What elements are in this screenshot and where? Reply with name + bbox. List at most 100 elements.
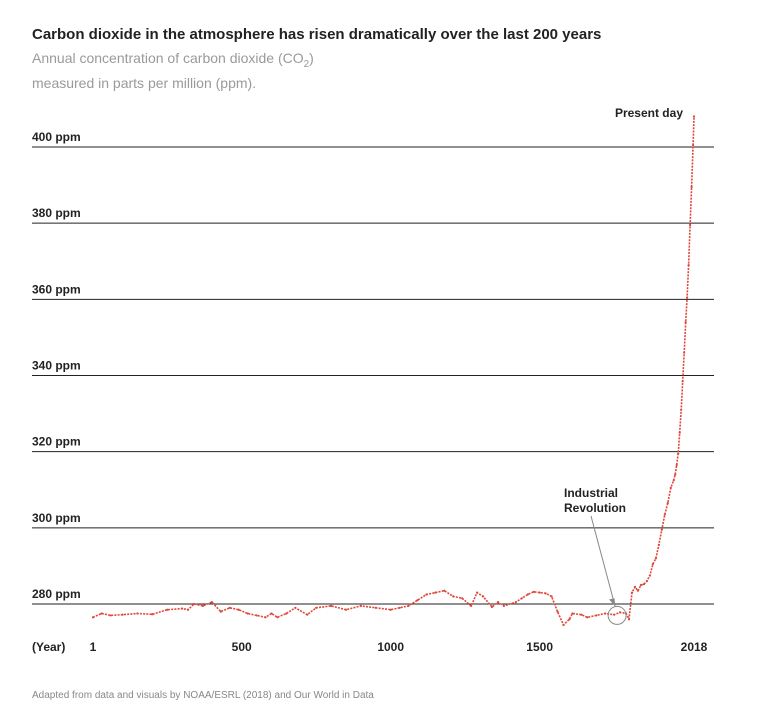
x-tick-label-2018: 2018 [681,640,708,654]
data-point [496,600,500,604]
x-axis-label: (Year) [32,640,65,654]
data-point [425,593,428,596]
data-point [151,613,154,616]
data-point [619,611,622,614]
data-point [186,608,190,611]
subtitle-line2: measured in parts per million (ppm). [32,74,257,91]
data-point [678,431,681,434]
data-point [645,580,649,583]
co2-series [91,115,696,627]
data-point [407,604,410,608]
data-point [180,607,184,610]
data-point [470,604,473,608]
data-point [642,583,646,586]
data-point [100,612,103,615]
x-tick-labels: (Year) 1 500 1000 1500 2018 [32,640,708,654]
data-point [210,600,213,604]
x-tick-label-1: 1 [90,640,97,654]
data-point [490,605,494,609]
data-point [633,585,637,588]
data-point [568,618,571,621]
y-tick-labels: 280 ppm 300 ppm 320 ppm 340 ppm 360 ppm 380 p… [32,130,81,601]
source-note: Adapted from data and visuals by NOAA/ES… [32,690,374,701]
data-point [680,408,683,411]
data-point [686,296,689,299]
data-point [481,595,485,598]
data-point [669,486,672,489]
data-point [532,590,535,593]
data-point [571,612,574,615]
data-point [452,595,455,598]
data-point [654,557,657,560]
industrial-revolution-marker [607,605,627,625]
data-point [285,612,288,615]
data-point [595,614,598,617]
data-point [315,606,318,609]
grid-lines [32,146,714,605]
data-point [586,616,589,619]
chart-title: Carbon dioxide in the atmosphere has ris… [32,26,602,43]
data-point [255,614,258,617]
data-point [237,608,240,611]
data-point [660,528,663,531]
annotation-industrial-revolution-2: Revolution [564,501,626,515]
data-point [276,616,279,619]
data-point [681,380,684,383]
data-point [246,612,249,615]
data-point [306,613,309,616]
data-point [689,223,692,227]
y-tick-label-380: 380 ppm [32,206,81,220]
data-point [109,614,112,617]
data-point [690,185,693,189]
data-point [359,604,362,608]
annotation-industrial-revolution-1: Industrial [564,486,618,500]
data-point [672,479,675,482]
industrial-revolution-arrow [590,515,616,607]
data-point [687,263,690,267]
data-point [538,591,541,594]
data-point [434,591,437,594]
data-point [544,592,547,595]
data-point [514,600,517,604]
data-point [374,606,377,609]
data-point [91,616,95,619]
y-tick-label-400: 400 ppm [32,130,81,144]
data-point [416,599,419,602]
data-point [502,604,505,608]
co2-line [92,116,695,626]
y-tick-label-320: 320 ppm [32,435,81,449]
data-point [675,463,678,467]
data-point [677,452,680,455]
data-point [475,591,479,594]
y-tick-label-340: 340 ppm [32,359,81,373]
data-point [636,589,640,592]
data-point [398,606,401,609]
y-tick-label-300: 300 ppm [32,511,81,525]
data-point [550,595,553,598]
data-point [228,606,231,609]
data-point [121,613,124,616]
data-point [666,501,669,505]
data-point [526,593,529,596]
data-point [562,623,565,627]
data-point [639,583,643,587]
data-point [520,597,523,600]
x-tick-label-1000: 1000 [377,640,404,654]
data-point [692,143,695,147]
data-point [630,591,634,594]
data-point [651,562,654,566]
data-point [580,613,583,616]
data-point [692,115,696,118]
data-point [329,604,333,608]
data-point [627,618,631,621]
data-point [556,610,559,613]
data-point [294,606,297,609]
data-point [136,612,139,615]
data-point [389,608,392,611]
data-point [166,608,169,611]
data-point [683,351,686,354]
data-point [219,610,222,613]
subtitle-line1: Annual concentration of carbon dioxide (… [32,50,314,70]
